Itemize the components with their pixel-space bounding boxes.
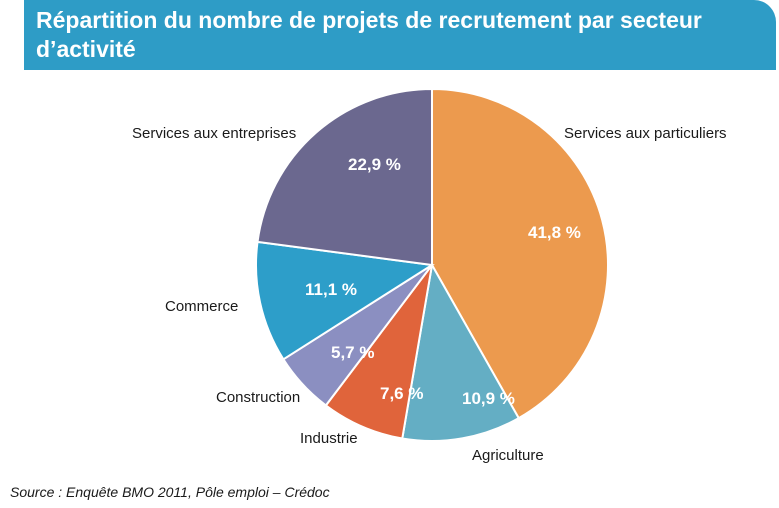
slice-value-label: 7,6 %: [380, 384, 423, 403]
pie-slice: [255, 240, 435, 361]
pie-slice: [256, 87, 433, 267]
pie-chart: 41,8 % Services aux particuliers 10,9 % Agr…: [132, 87, 727, 464]
pie-slice: [401, 262, 521, 442]
title-band: [24, 0, 776, 70]
chart-title: Répartition du nombre de projets de recr…: [36, 7, 702, 62]
pie-slice: [431, 87, 609, 420]
slice-value-label: 22,9 %: [348, 155, 401, 174]
slice-value-label: 41,8 %: [528, 223, 581, 242]
slice-category-label: Commerce: [165, 298, 238, 315]
source-note: Source : Enquête BMO 2011, Pôle emploi –…: [10, 484, 330, 500]
slice-category-label: Agriculture: [472, 447, 544, 464]
slice-category-label: Construction: [216, 389, 300, 406]
slice-value-label: 5,7 %: [331, 343, 374, 362]
slice-category-label: Industrie: [300, 430, 358, 447]
slice-value-label: 11,1 %: [305, 280, 357, 299]
slice-category-label: Services aux particuliers: [564, 125, 727, 142]
slice-value-label: 10,9 %: [462, 389, 515, 408]
slice-category-label: Services aux entreprises: [132, 125, 296, 142]
